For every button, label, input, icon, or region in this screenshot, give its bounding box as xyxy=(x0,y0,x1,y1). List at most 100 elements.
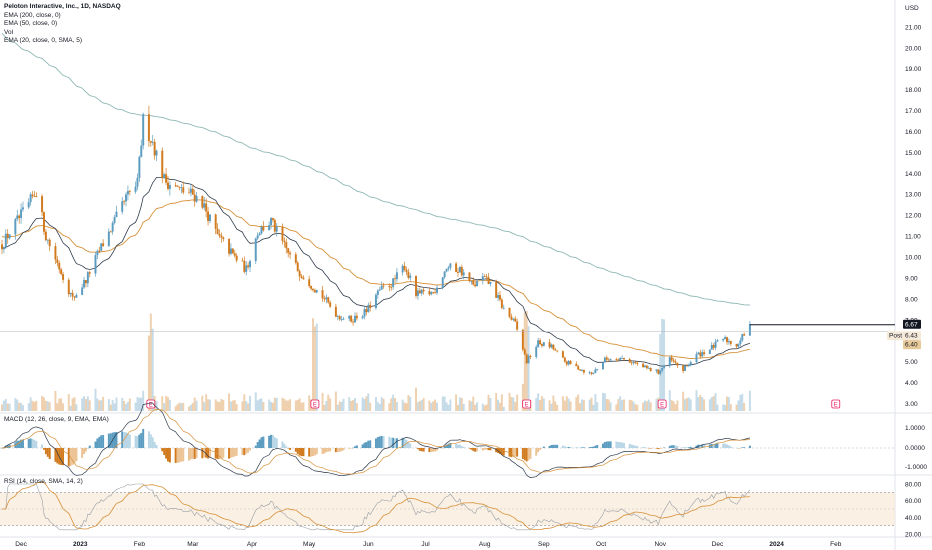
macd-hist-bar xyxy=(260,437,263,448)
candle-body xyxy=(233,253,236,256)
volume-bar xyxy=(86,396,89,411)
candle-body xyxy=(535,346,538,357)
candle-body xyxy=(594,369,597,373)
candle-body xyxy=(310,286,313,289)
macd-hist-bar xyxy=(659,448,662,449)
volume-bar xyxy=(60,398,63,411)
volume-bar xyxy=(743,403,746,411)
macd-hist-bar xyxy=(577,447,580,448)
volume-bar xyxy=(136,397,139,411)
candle xyxy=(67,277,70,297)
volume-bar xyxy=(41,395,44,411)
candle-body xyxy=(378,289,381,291)
candle-body xyxy=(434,292,437,294)
volume-bar xyxy=(147,335,150,411)
candle-body xyxy=(323,298,326,300)
candle-body xyxy=(523,349,526,355)
candle-body xyxy=(231,248,234,254)
macd-hist-bar xyxy=(249,448,252,451)
volume-bar xyxy=(235,403,238,411)
candle xyxy=(245,261,248,276)
candle xyxy=(687,363,690,368)
candle-body xyxy=(607,359,610,361)
macd-hist-bar xyxy=(445,444,448,448)
candle-body xyxy=(352,321,355,323)
candle-body xyxy=(216,228,219,235)
macd-hist-bar xyxy=(500,448,503,456)
macd-hist-bar xyxy=(672,445,675,448)
volume-bar xyxy=(539,400,542,411)
candle xyxy=(403,261,406,272)
volume-bar xyxy=(220,398,223,411)
macd-hist-bar xyxy=(470,448,473,450)
candle xyxy=(395,268,398,283)
volume-bar xyxy=(556,404,559,411)
candle-body xyxy=(394,278,397,280)
candle-body xyxy=(483,276,486,278)
candle xyxy=(443,271,446,280)
volume-bar xyxy=(495,393,498,411)
macd-hist-bar xyxy=(529,448,532,459)
volume-bar xyxy=(668,390,671,411)
candle xyxy=(378,286,381,291)
macd-tick-label: -1.0000 xyxy=(905,464,927,471)
candle xyxy=(441,277,444,290)
macd-hist-bar xyxy=(147,431,150,448)
candle xyxy=(722,338,725,343)
volume-bar xyxy=(208,399,211,411)
volume-bar xyxy=(302,402,305,411)
macd-hist-bar xyxy=(710,443,713,448)
candle xyxy=(630,360,633,366)
volume-bar xyxy=(69,405,72,411)
candle-body xyxy=(107,231,110,247)
macd-hist-bar xyxy=(628,443,631,448)
macd-hist-bar xyxy=(621,442,624,448)
volume-bar xyxy=(176,404,179,411)
earnings-marker: E xyxy=(522,399,532,409)
volume-bar xyxy=(510,397,513,411)
candle-body xyxy=(2,246,5,249)
candle-body xyxy=(365,309,368,313)
candle-body xyxy=(273,219,276,232)
volume-bar xyxy=(46,401,49,411)
macd-hist-bar xyxy=(495,448,498,453)
volume-bar xyxy=(395,402,398,411)
time-tick-label: Aug xyxy=(479,541,491,548)
candle xyxy=(743,332,746,336)
volume-bar xyxy=(714,393,717,411)
candle xyxy=(472,277,475,286)
macd-hist-bar xyxy=(83,448,86,455)
macd-hist-bar xyxy=(550,444,553,448)
candle xyxy=(684,364,687,372)
candle xyxy=(590,371,593,376)
volume-bar xyxy=(445,402,448,411)
macd-hist-bar xyxy=(168,448,171,463)
volume-bar xyxy=(489,398,492,411)
candle-body xyxy=(695,354,698,363)
candle xyxy=(735,343,738,349)
candle-body xyxy=(73,296,76,298)
candle xyxy=(476,279,479,287)
candle-body xyxy=(268,225,271,231)
macd-hist-bar xyxy=(643,447,646,448)
candle xyxy=(458,265,461,273)
volume-bar xyxy=(729,404,732,411)
volume-bar xyxy=(361,397,364,411)
candle xyxy=(508,307,511,319)
time-tick-label: Jul xyxy=(421,541,430,548)
macd-hist-bar xyxy=(455,443,458,448)
candle-body xyxy=(527,355,530,364)
macd-hist-bar xyxy=(685,447,688,448)
candle xyxy=(207,206,210,226)
candle xyxy=(615,357,618,362)
macd-hist-bar xyxy=(182,448,185,462)
macd-hist-bar xyxy=(294,448,297,452)
macd-hist-bar xyxy=(447,443,450,448)
candle-body xyxy=(556,350,559,352)
macd-hist-bar xyxy=(474,448,477,452)
price-tick-label: 16.00 xyxy=(905,129,922,136)
candle-body xyxy=(415,275,418,296)
candle-body xyxy=(111,222,114,232)
candle-body xyxy=(540,344,543,346)
